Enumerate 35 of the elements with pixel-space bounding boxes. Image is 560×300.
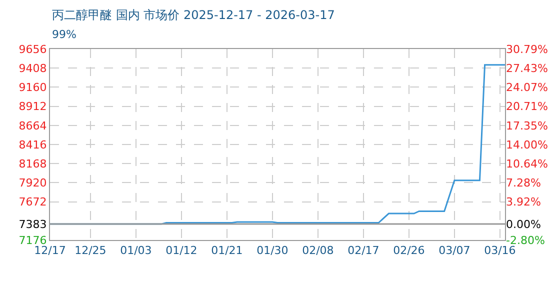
x-tick-label: 02/17 (348, 244, 380, 258)
x-tick-label: 02/08 (302, 244, 334, 258)
y-tick-label: 8664 (18, 119, 47, 132)
x-tick-label: 03/07 (438, 244, 470, 258)
x-tick-label: 01/03 (120, 244, 152, 258)
y-tick-label: 9408 (18, 62, 47, 75)
y2-tick-label: 0.00% (506, 218, 541, 231)
y-tick-label: 8416 (18, 138, 47, 152)
y2-tick-label: 20.71% (506, 100, 548, 114)
y2-tick-label: 7.28% (506, 176, 541, 190)
y2-tick-label: 24.07% (506, 81, 548, 94)
x-tick-label: 02/26 (393, 244, 425, 258)
y2-tick-label: 3.92% (506, 196, 541, 209)
y-tick-label: 9160 (18, 81, 47, 94)
x-tick-label: 01/12 (166, 244, 198, 258)
chart-subtitle: 99% (52, 28, 76, 41)
x-tick-label: 12/17 (34, 244, 66, 258)
y-tick-label: 9656 (18, 42, 47, 56)
y-tick-label: 7383 (18, 218, 47, 231)
y2-tick-label: 14.00% (506, 138, 548, 152)
y2-tick-label: 27.43% (506, 62, 548, 75)
y-tick-label: 7920 (18, 176, 47, 190)
chart-title: 丙二醇甲醚 国内 市场价 2025-12-17 - 2026-03-17 (52, 8, 335, 22)
x-tick-label: 01/30 (256, 244, 288, 258)
y2-tick-label: 17.35% (506, 119, 548, 132)
y2-tick-label: 30.79% (506, 42, 548, 56)
y2-tick-label: 10.64% (506, 157, 548, 170)
x-tick-label: 01/21 (211, 244, 243, 258)
y-tick-label: 7672 (18, 196, 47, 209)
x-tick-label: 03/16 (484, 244, 516, 258)
y-tick-label: 8168 (18, 157, 47, 170)
y-tick-label: 7176 (18, 234, 47, 247)
x-tick-label: 12/25 (74, 244, 106, 258)
y-tick-label: 8912 (18, 100, 47, 114)
y2-tick-label: -2.80% (506, 234, 545, 247)
